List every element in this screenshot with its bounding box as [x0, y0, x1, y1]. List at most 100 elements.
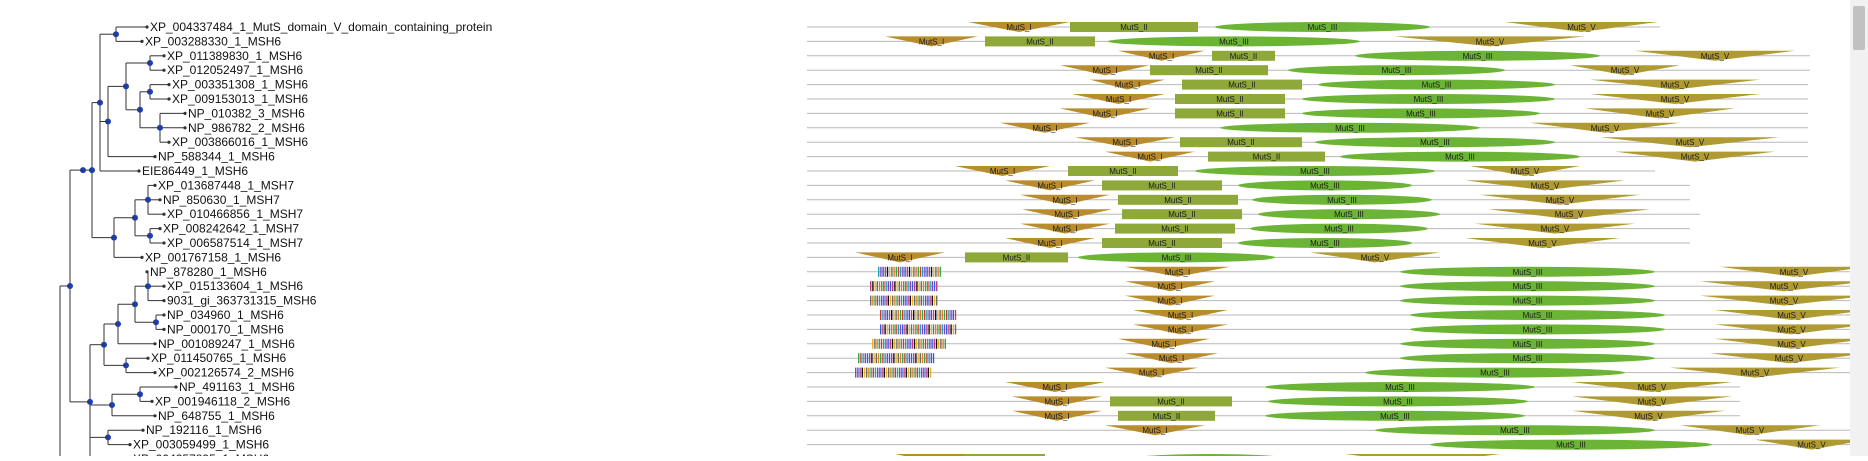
domain-muts-i[interactable]	[1072, 94, 1165, 104]
leaf-label[interactable]: XP_003059499_1_MSH6	[133, 438, 269, 452]
leaf-label[interactable]: NP_192116_1_MSH6	[146, 423, 262, 437]
domain-muts-v[interactable]	[1465, 238, 1620, 248]
leaf-label[interactable]: NP_850630_1_MSH7	[163, 193, 280, 207]
domain-muts-iii[interactable]	[1365, 367, 1625, 378]
domain-muts-iii[interactable]	[1410, 310, 1665, 320]
leaf-label[interactable]: NP_010382_3_MSH6	[188, 106, 305, 120]
domain-muts-i[interactable]	[1005, 180, 1095, 191]
leaf-label[interactable]: NP_000170_1_MSH6	[167, 322, 284, 336]
domain-muts-i[interactable]	[1105, 151, 1195, 162]
leaf-label[interactable]: 9031_gi_363731315_MSH6	[167, 294, 317, 308]
domain-muts-i[interactable]	[1075, 137, 1175, 148]
domain-muts-iii[interactable]	[1220, 122, 1480, 133]
domain-muts-iii[interactable]	[1400, 281, 1655, 292]
domain-muts-v[interactable]	[1530, 122, 1680, 133]
domain-muts-v[interactable]	[1715, 310, 1868, 320]
domain-muts-i[interactable]	[1000, 122, 1090, 133]
domain-muts-i[interactable]	[1125, 281, 1215, 292]
domain-muts-i[interactable]	[1012, 396, 1102, 407]
domain-muts-i[interactable]	[855, 252, 945, 263]
domain-muts-iii[interactable]	[1265, 410, 1525, 421]
domain-muts-i[interactable]	[1060, 108, 1150, 119]
domain-muts-v[interactable]	[1635, 50, 1795, 61]
domain-muts-v[interactable]	[1470, 166, 1580, 176]
domain-muts-v[interactable]	[1715, 338, 1868, 349]
leaf-label[interactable]: XP_001767158_1_MSH6	[145, 250, 281, 264]
domain-muts-i[interactable]	[1090, 79, 1165, 90]
domain-muts-ii[interactable]	[1068, 166, 1178, 176]
domain-muts-v[interactable]	[1700, 295, 1868, 306]
domain-muts-i[interactable]	[1125, 266, 1230, 277]
leaf-label[interactable]: XP_003866016_1_MSH6	[172, 135, 308, 149]
domain-muts-v[interactable]	[1488, 209, 1650, 220]
leaf-label[interactable]: NP_588344_1_MSH6	[158, 150, 275, 164]
domain-muts-v[interactable]	[1600, 137, 1780, 148]
domain-muts-i[interactable]	[1020, 223, 1110, 234]
domain-muts-ii[interactable]	[1115, 223, 1235, 234]
leaf-label[interactable]: NP_648755_1_MSH6	[158, 409, 275, 423]
leaf-label[interactable]: XP_002126574_2_MSH6	[158, 366, 294, 380]
domain-muts-v[interactable]	[1480, 194, 1640, 205]
domain-muts-iii[interactable]	[1430, 439, 1712, 450]
domain-muts-v[interactable]	[1590, 94, 1760, 104]
domain-muts-v[interactable]	[1710, 353, 1868, 364]
domain-muts-ii[interactable]	[1102, 180, 1222, 191]
leaf-label[interactable]: XP_008242642_1_MSH7	[163, 222, 299, 236]
domain-muts-iii[interactable]	[1355, 50, 1600, 61]
leaf-label[interactable]: XP_001946118_2_MSH6	[155, 394, 291, 408]
leaf-label[interactable]: XP_010466856_1_MSH7	[167, 207, 303, 221]
domain-muts-v[interactable]	[1395, 36, 1585, 47]
domain-muts-v[interactable]	[1590, 79, 1760, 90]
leaf-label[interactable]: EIE86449_1_MSH6	[142, 164, 248, 178]
domain-muts-v[interactable]	[1572, 396, 1732, 407]
domain-muts-iii[interactable]	[1252, 194, 1432, 205]
domain-muts-iii[interactable]	[1400, 295, 1655, 306]
domain-muts-ii[interactable]	[965, 252, 1068, 263]
leaf-label[interactable]: XP_013687448_1_MSH7	[158, 178, 294, 192]
domain-muts-ii[interactable]	[985, 36, 1095, 47]
domain-muts-iii[interactable]	[1340, 151, 1580, 162]
domain-muts-iii[interactable]	[1238, 180, 1412, 191]
domain-muts-ii[interactable]	[1118, 194, 1238, 205]
domain-muts-ii[interactable]	[1070, 22, 1198, 32]
domain-muts-ii[interactable]	[1118, 410, 1215, 421]
domain-muts-iii[interactable]	[1250, 223, 1428, 234]
domain-muts-ii[interactable]	[1182, 79, 1302, 90]
domain-muts-i[interactable]	[1118, 50, 1205, 61]
leaf-label[interactable]: XP_011389830_1_MSH6	[167, 49, 303, 63]
domain-muts-i[interactable]	[955, 166, 1050, 176]
domain-muts-ii[interactable]	[1102, 238, 1222, 248]
leaf-label[interactable]: XP_004257895_1_MSH6	[133, 452, 269, 461]
leaf-label[interactable]: XP_004337484_1_MutS_domain_V_domain_cont…	[150, 20, 492, 34]
domain-muts-iii[interactable]	[1108, 36, 1360, 47]
domain-muts-iii[interactable]	[1215, 22, 1430, 32]
domain-muts-i[interactable]	[1012, 410, 1102, 421]
domain-muts-i[interactable]	[1060, 65, 1150, 76]
domain-muts-v[interactable]	[1700, 281, 1868, 292]
domain-muts-iii[interactable]	[1195, 166, 1435, 176]
domain-muts-v[interactable]	[1465, 180, 1625, 191]
domain-muts-i[interactable]	[1118, 338, 1210, 349]
domain-muts-iii[interactable]	[1265, 382, 1535, 392]
domain-muts-i[interactable]	[1022, 209, 1112, 220]
domain-muts-iii[interactable]	[1400, 353, 1655, 364]
domain-muts-i[interactable]	[1125, 295, 1215, 306]
domain-muts-v[interactable]	[1572, 410, 1725, 421]
domain-muts-v[interactable]	[1505, 22, 1658, 32]
leaf-label[interactable]: XP_009153013_1_MSH6	[172, 92, 308, 106]
domain-muts-iii[interactable]	[1302, 94, 1555, 104]
domain-muts-i[interactable]	[1133, 324, 1228, 335]
domain-muts-ii[interactable]	[1208, 151, 1325, 162]
domain-muts-v[interactable]	[1615, 151, 1775, 162]
domain-muts-v[interactable]	[1572, 382, 1732, 392]
domain-muts-v[interactable]	[1475, 223, 1635, 234]
domain-muts-v[interactable]	[1715, 324, 1868, 335]
domain-muts-v[interactable]	[1670, 367, 1840, 378]
domain-muts-ii[interactable]	[1175, 94, 1285, 104]
domain-muts-iii[interactable]	[1078, 252, 1275, 263]
domain-muts-ii[interactable]	[1180, 137, 1302, 148]
domain-muts-v[interactable]	[1585, 108, 1735, 119]
domain-muts-iii[interactable]	[1302, 108, 1540, 119]
domain-muts-iii[interactable]	[1268, 396, 1528, 407]
domain-muts-ii[interactable]	[1110, 396, 1232, 407]
